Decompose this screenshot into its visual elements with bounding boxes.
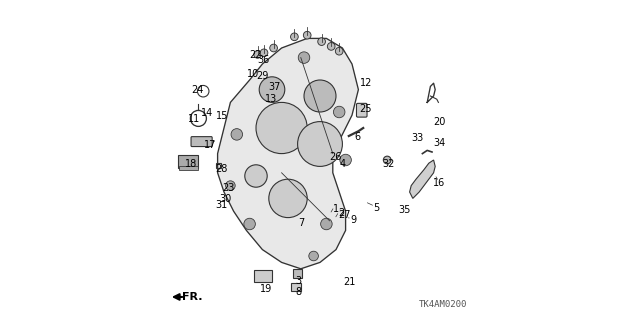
Text: 35: 35: [398, 205, 410, 215]
Circle shape: [308, 251, 319, 261]
Text: 6: 6: [355, 132, 361, 142]
Text: 36: 36: [257, 55, 269, 65]
Text: 25: 25: [360, 104, 372, 115]
Circle shape: [340, 154, 351, 166]
Text: 34: 34: [433, 138, 445, 148]
Bar: [216, 163, 221, 168]
Circle shape: [303, 31, 311, 39]
Circle shape: [333, 106, 345, 118]
FancyBboxPatch shape: [356, 103, 367, 117]
Text: 30: 30: [219, 194, 231, 204]
Circle shape: [298, 52, 310, 63]
Circle shape: [245, 165, 268, 187]
Text: 33: 33: [411, 133, 423, 143]
FancyBboxPatch shape: [191, 137, 212, 147]
Polygon shape: [410, 160, 435, 198]
Circle shape: [318, 38, 326, 45]
Text: FR.: FR.: [182, 292, 203, 302]
Circle shape: [259, 77, 285, 102]
Text: 2: 2: [339, 208, 345, 218]
Text: 8: 8: [295, 287, 301, 297]
Polygon shape: [292, 269, 302, 278]
Polygon shape: [291, 283, 301, 291]
Bar: [179, 166, 198, 170]
Circle shape: [270, 44, 278, 52]
Circle shape: [256, 102, 307, 154]
Circle shape: [298, 122, 342, 166]
Text: 23: 23: [222, 183, 234, 193]
Circle shape: [231, 129, 243, 140]
Text: 3: 3: [295, 276, 301, 286]
Text: 28: 28: [216, 164, 228, 174]
Text: 21: 21: [343, 277, 356, 287]
Text: TK4AM0200: TK4AM0200: [419, 300, 467, 309]
Bar: [178, 155, 198, 168]
Polygon shape: [218, 38, 358, 269]
Text: 20: 20: [433, 117, 445, 127]
Circle shape: [244, 218, 255, 230]
Text: 27: 27: [339, 210, 351, 220]
Text: 10: 10: [247, 69, 260, 79]
Text: 17: 17: [204, 140, 217, 150]
Circle shape: [328, 43, 335, 50]
Text: 4: 4: [340, 159, 346, 169]
Text: 16: 16: [433, 178, 445, 188]
Text: 31: 31: [216, 200, 228, 211]
Circle shape: [383, 156, 391, 164]
Text: 19: 19: [260, 284, 273, 294]
Text: 26: 26: [329, 152, 342, 163]
Text: 12: 12: [360, 77, 372, 88]
Circle shape: [291, 33, 298, 41]
Bar: [254, 270, 272, 282]
Text: 24: 24: [191, 85, 204, 95]
Text: 13: 13: [265, 93, 278, 104]
Text: 37: 37: [268, 82, 281, 92]
Text: 15: 15: [216, 111, 228, 121]
Text: 11: 11: [188, 114, 201, 124]
Text: 5: 5: [373, 203, 380, 213]
Text: 22: 22: [249, 50, 262, 60]
Circle shape: [226, 181, 236, 190]
Text: 18: 18: [184, 159, 197, 169]
Text: 32: 32: [382, 159, 394, 169]
Circle shape: [335, 47, 343, 55]
Circle shape: [254, 51, 262, 58]
Circle shape: [304, 80, 336, 112]
Text: 7: 7: [299, 218, 305, 228]
Circle shape: [269, 179, 307, 218]
Text: 29: 29: [256, 71, 269, 81]
Circle shape: [321, 218, 332, 230]
Text: 1: 1: [333, 204, 339, 214]
Circle shape: [260, 49, 268, 57]
Text: 9: 9: [351, 215, 357, 225]
Text: 14: 14: [201, 108, 214, 118]
